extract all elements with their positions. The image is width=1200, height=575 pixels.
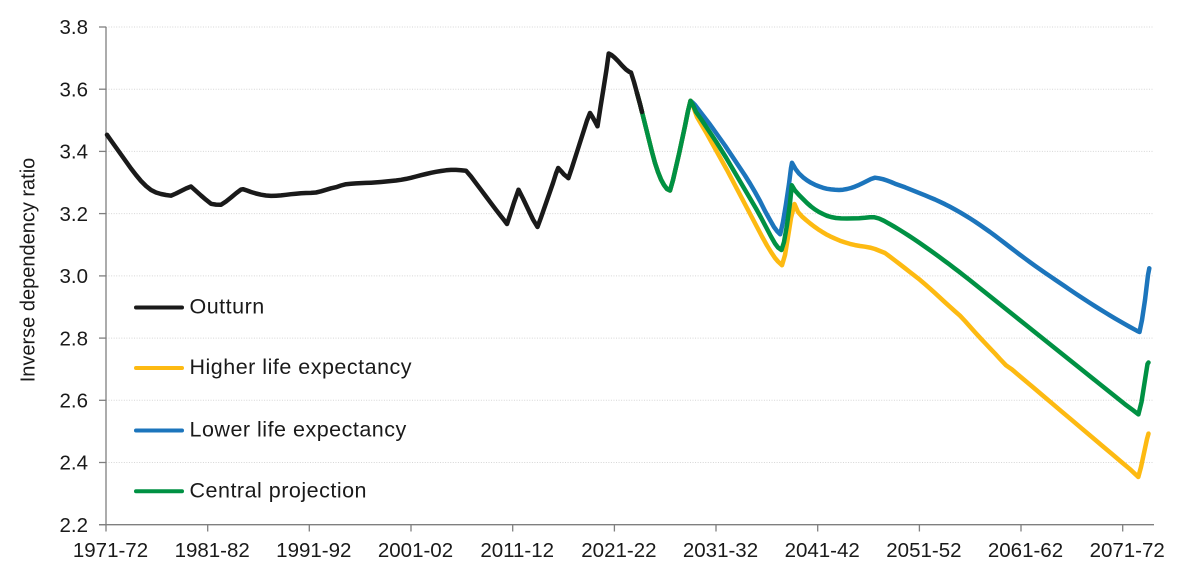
- svg-text:2041-42: 2041-42: [785, 539, 860, 562]
- svg-text:1971-72: 1971-72: [73, 539, 148, 562]
- svg-text:1981-82: 1981-82: [175, 539, 250, 562]
- svg-text:Higher life expectancy: Higher life expectancy: [190, 355, 413, 379]
- svg-text:2021-22: 2021-22: [581, 539, 656, 562]
- svg-text:1991-92: 1991-92: [276, 539, 351, 562]
- svg-text:2.8: 2.8: [60, 327, 89, 350]
- svg-text:2.6: 2.6: [60, 390, 89, 413]
- svg-text:Lower life expectancy: Lower life expectancy: [190, 418, 407, 442]
- svg-text:3.2: 3.2: [60, 203, 89, 226]
- svg-text:Outturn: Outturn: [190, 295, 265, 319]
- svg-text:2011-12: 2011-12: [480, 539, 554, 562]
- svg-text:2031-32: 2031-32: [683, 539, 758, 562]
- svg-text:3.0: 3.0: [60, 265, 89, 288]
- svg-text:2051-52: 2051-52: [886, 539, 961, 562]
- svg-text:Central projection: Central projection: [190, 478, 368, 502]
- svg-text:2.4: 2.4: [60, 452, 89, 475]
- svg-text:2.2: 2.2: [60, 514, 89, 537]
- svg-text:2001-02: 2001-02: [378, 539, 453, 562]
- svg-text:2071-72: 2071-72: [1090, 539, 1165, 562]
- svg-text:3.6: 3.6: [60, 78, 89, 101]
- svg-text:3.4: 3.4: [60, 141, 89, 164]
- svg-text:2061-62: 2061-62: [988, 539, 1063, 562]
- svg-text:3.8: 3.8: [60, 16, 89, 39]
- svg-text:Inverse dependency ratio: Inverse dependency ratio: [18, 158, 40, 383]
